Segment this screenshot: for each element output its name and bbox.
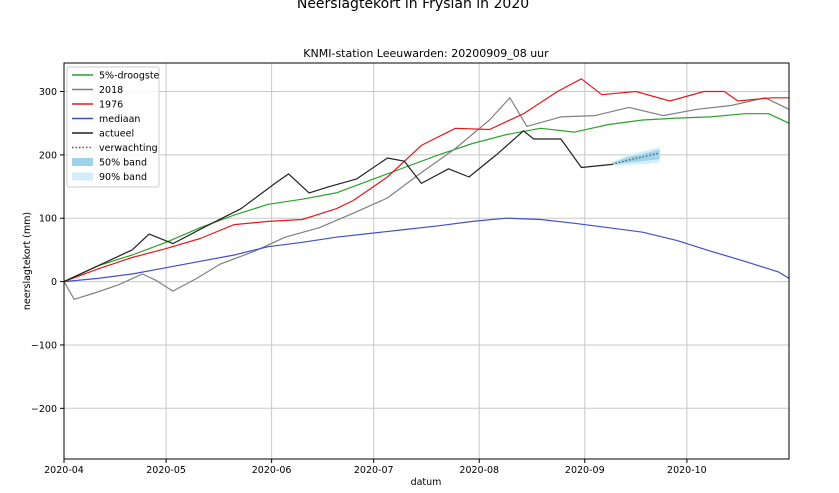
x-tick-label: 2020-10: [667, 465, 707, 476]
y-tick-label: 100: [39, 214, 57, 225]
x-axis-ticks: 2020-04 2020-05 2020-06 2020-07 2020-08 2020-…: [44, 459, 707, 476]
chart-title: Neerslagtekort in Fryslân in 2020: [297, 0, 529, 12]
y-axis-label: neerslagtekort (mm): [22, 212, 33, 310]
x-tick-label: 2020-09: [565, 465, 605, 476]
series-line-verwachting: [611, 152, 660, 166]
legend-label: verwachting: [99, 143, 158, 154]
x-tick-label: 2020-06: [252, 465, 292, 476]
x-tick-label: 2020-07: [354, 465, 394, 476]
x-axis-label: datum: [411, 477, 442, 488]
legend-swatch: [72, 158, 93, 166]
y-tick-label: −200: [31, 404, 57, 415]
y-tick-label: 0: [51, 277, 57, 288]
series-line-5-droogste: [63, 113, 790, 283]
x-tick-label: 2020-05: [146, 465, 186, 476]
x-tick-label: 2020-04: [44, 465, 84, 476]
legend-box: [66, 66, 160, 188]
series-lines: [63, 78, 790, 300]
x-tick-label: 2020-08: [459, 465, 499, 476]
legend-swatch: [72, 172, 93, 181]
y-tick-label: −100: [31, 340, 57, 351]
y-tick-label: 200: [39, 150, 57, 161]
legend-label: 5%-droogste: [99, 71, 160, 82]
band-50-band: [612, 149, 660, 165]
legend-label: 50% band: [99, 158, 147, 169]
series-line-1976: [63, 78, 789, 283]
legend: 5%-droogste 2018 1976 mediaan actueel verwach…: [66, 66, 160, 188]
grid-lines: [63, 63, 789, 459]
y-tick-label: 300: [39, 87, 57, 98]
forecast-bands: [612, 147, 660, 166]
series-line-mediaan: [63, 217, 790, 283]
legend-label: 90% band: [99, 172, 147, 183]
series-line-2018: [63, 97, 790, 300]
y-axis-ticks: 300 200 100 0 −100 −200: [31, 87, 64, 415]
series-line-actueel: [63, 130, 613, 283]
chart-subtitle: KNMI-station Leeuwarden: 20200909_08 uur: [303, 47, 549, 60]
plot-frame: [63, 62, 790, 460]
legend-label: 1976: [99, 100, 123, 111]
legend-label: actueel: [99, 129, 134, 140]
legend-label: mediaan: [99, 114, 140, 125]
legend-label: 2018: [99, 85, 123, 96]
